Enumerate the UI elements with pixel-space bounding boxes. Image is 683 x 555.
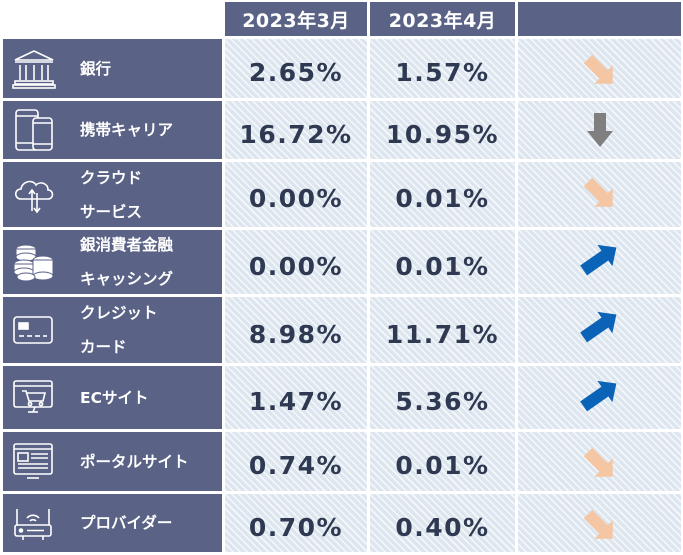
down-arrow-icon (583, 509, 613, 539)
cloud-icon (11, 173, 57, 217)
table-row: ポータルサイト 0.74% 0.01% (0, 432, 683, 491)
table-row: 銀消費者金融 キャッシング 0.00% 0.01% (0, 230, 683, 294)
row-label: プロバイダー (3, 494, 222, 552)
coins-icon (11, 240, 57, 284)
category-label-line: プロバイダー (80, 514, 173, 532)
down-arrow-icon (583, 54, 613, 84)
table-row: ECサイト 1.47% 5.36% (0, 366, 683, 429)
bank-icon (11, 47, 57, 91)
value-march: 0.70% (225, 494, 367, 552)
table-row: クレジットカード 8.98% 11.71% (0, 297, 683, 363)
portal-page-icon (11, 440, 57, 484)
value-march: 1.47% (225, 366, 367, 429)
row-label: 銀行 (3, 39, 222, 98)
category-label-line: カード (80, 338, 127, 356)
down-arrow-icon (583, 447, 613, 477)
table-row: プロバイダー 0.70% 0.40% (0, 494, 683, 552)
category-label: 銀消費者金融 キャッシング (80, 230, 173, 294)
router-icon (11, 501, 57, 545)
header-march: 2023年3月 (225, 2, 367, 36)
header-trend (518, 2, 681, 36)
row-label: ECサイト (3, 366, 222, 429)
category-label-line: クラウド (80, 168, 143, 187)
category-label-line: クレジット (80, 304, 158, 322)
up-arrow-icon (580, 244, 617, 276)
shopping-cart-icon (11, 376, 57, 420)
value-april: 5.36% (370, 366, 515, 429)
credit-card-icon (11, 308, 57, 352)
category-label: 銀行 (80, 39, 111, 98)
value-april: 0.01% (370, 230, 515, 294)
row-label: クレジット カード (3, 297, 222, 363)
table-row: 銀行 2.65% 1.57% (0, 39, 683, 98)
category-label-line: 銀行 (80, 59, 112, 78)
trend-cell (518, 366, 681, 429)
value-april: 1.57% (370, 39, 515, 98)
value-april: 11.71% (370, 297, 515, 363)
row-label: 銀消費者金融 キャッシング (3, 230, 222, 294)
trend-cell (518, 494, 681, 552)
trend-cell (518, 101, 681, 159)
smartphones-icon (11, 108, 57, 152)
trend-cell (518, 230, 681, 294)
value-march: 2.65% (225, 39, 367, 98)
value-march: 8.98% (225, 297, 367, 363)
value-march: 0.00% (225, 230, 367, 294)
row-label: ポータルサイト (3, 432, 222, 491)
value-april: 0.40% (370, 494, 515, 552)
category-label: 携帯キャリア (80, 101, 173, 159)
down-arrow-icon (587, 113, 613, 147)
row-label: 携帯キャリア (3, 101, 222, 159)
trend-cell (518, 162, 681, 227)
header-april: 2023年4月 (370, 2, 515, 36)
trend-cell (518, 39, 681, 98)
table-row: クラウドサービス 0.00% 0.01% (0, 162, 683, 227)
trend-cell (518, 297, 681, 363)
category-label: クレジット カード (80, 297, 158, 363)
up-arrow-icon (580, 311, 617, 343)
category-label-line: ポータルサイト (80, 452, 189, 471)
down-arrow-icon (583, 177, 613, 207)
category-label: ECサイト (80, 366, 148, 429)
category-label-line: 携帯キャリア (80, 121, 174, 139)
category-label-line: サービス (80, 202, 143, 221)
up-arrow-icon (580, 380, 617, 412)
value-march: 16.72% (225, 101, 367, 159)
value-march: 0.74% (225, 432, 367, 491)
value-april: 0.01% (370, 162, 515, 227)
value-march: 0.00% (225, 162, 367, 227)
category-label: クラウド サービス (80, 162, 142, 227)
value-april: 10.95% (370, 101, 515, 159)
category-label-line: ECサイト (80, 388, 149, 407)
category-label: ポータルサイト (80, 432, 189, 491)
value-april: 0.01% (370, 432, 515, 491)
category-label-line: キャッシング (80, 270, 174, 288)
category-label: プロバイダー (80, 494, 172, 552)
row-label: クラウド サービス (3, 162, 222, 227)
trend-cell (518, 432, 681, 491)
table-row: 携帯キャリア 16.72% 10.95% (0, 101, 683, 159)
category-label-line: 銀消費者金融 (80, 236, 174, 254)
